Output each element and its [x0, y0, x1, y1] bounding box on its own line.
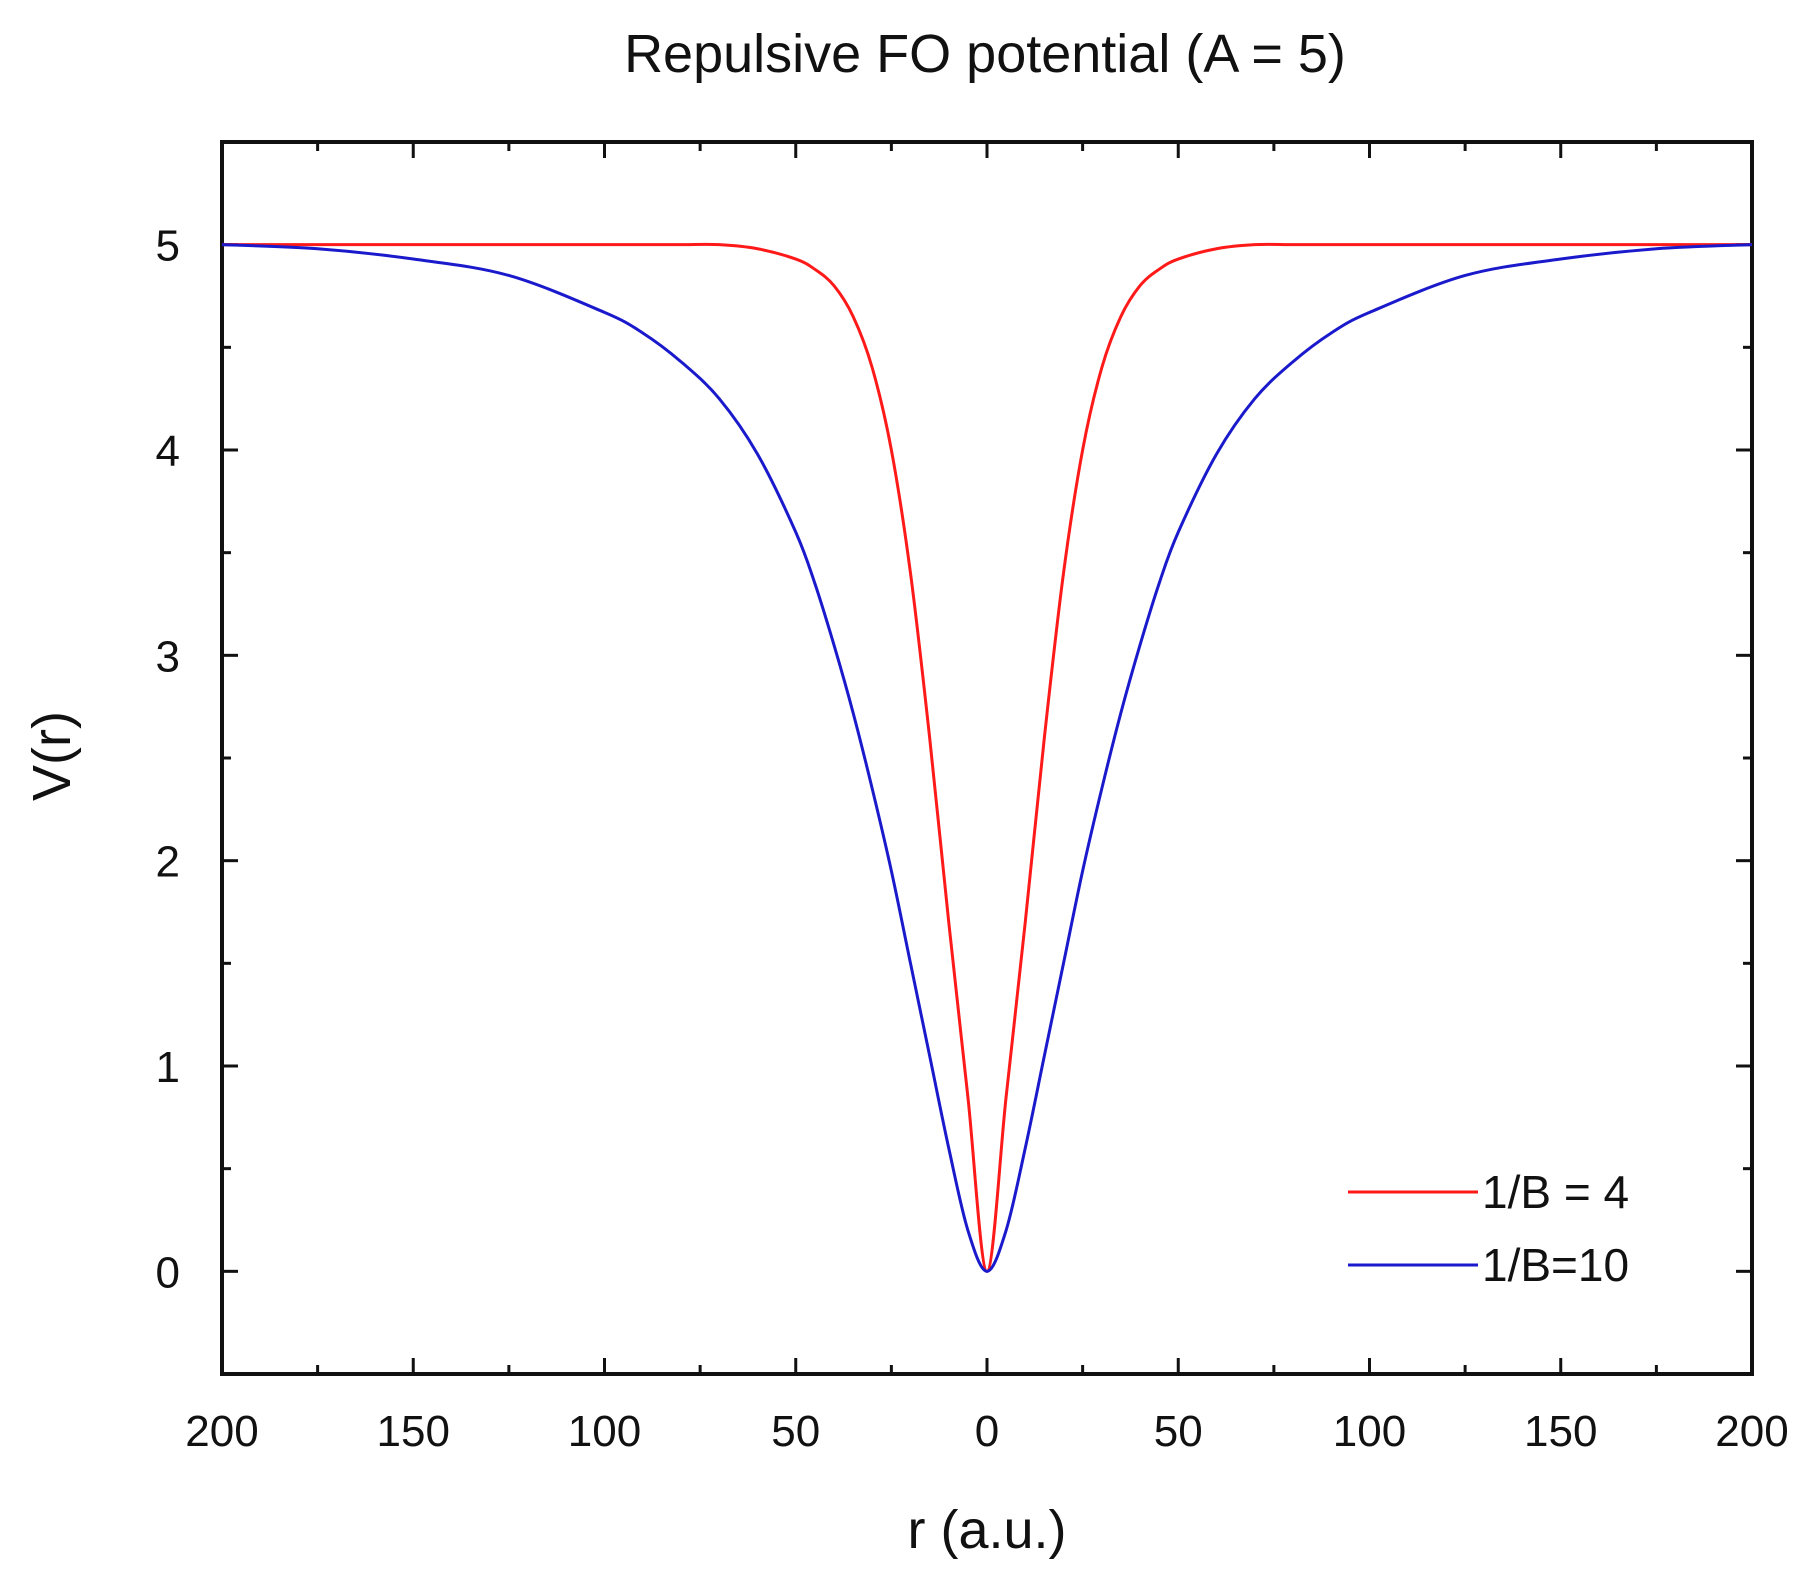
- y-tick-label: 2: [156, 838, 180, 887]
- legend-label-series-2: 1/B=10: [1482, 1239, 1629, 1291]
- x-tick-label: 200: [1715, 1407, 1788, 1456]
- x-tick-labels: 200 150 100 50 0 50 100 150 200: [185, 1407, 1788, 1456]
- y-tick-label: 0: [156, 1248, 180, 1297]
- x-tick-label: 50: [1154, 1407, 1203, 1456]
- x-tick-label: 150: [1524, 1407, 1597, 1456]
- series-line-1: [222, 242, 1752, 1273]
- x-tick-label: 50: [771, 1407, 820, 1456]
- y-tick-label: 3: [156, 632, 180, 681]
- legend: 1/B = 4 1/B=10: [1348, 1166, 1629, 1291]
- series-line-2: [221, 243, 1753, 1273]
- chart-title: Repulsive FO potential (A = 5): [624, 24, 1346, 84]
- x-axis-title: r (a.u.): [907, 1500, 1066, 1560]
- legend-label-series-1: 1/B = 4: [1482, 1166, 1629, 1218]
- y-axis-title: V(r): [22, 711, 82, 801]
- x-tick-label: 100: [1333, 1407, 1406, 1456]
- series-lines: [221, 242, 1753, 1273]
- x-tick-label: 0: [975, 1407, 999, 1456]
- y-tick-label: 4: [156, 427, 180, 476]
- y-tick-label: 1: [156, 1043, 180, 1092]
- x-tick-label: 200: [185, 1407, 258, 1456]
- plot-area: [220, 140, 1754, 1376]
- y-tick-labels: 0 1 2 3 4 5: [156, 222, 180, 1298]
- y-tick-label: 5: [156, 222, 180, 271]
- x-tick-label: 100: [568, 1407, 641, 1456]
- x-tick-label: 150: [377, 1407, 450, 1456]
